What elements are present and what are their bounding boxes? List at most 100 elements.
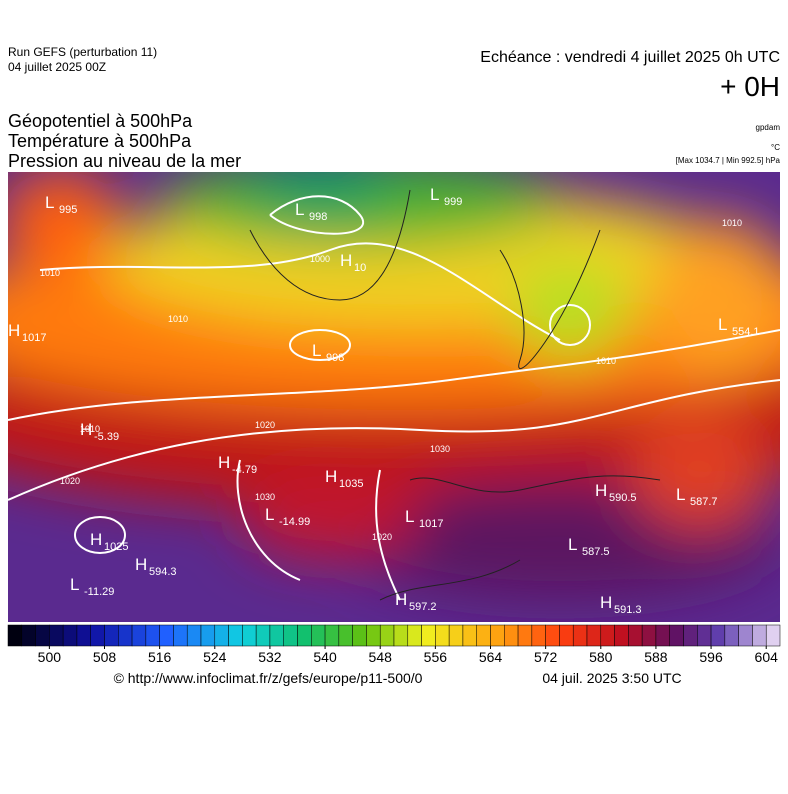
swatch	[283, 624, 298, 647]
swatch	[393, 624, 409, 647]
center-value: 590.5	[609, 492, 637, 504]
swatch	[628, 624, 643, 647]
swatch	[21, 624, 36, 647]
center-value: 995	[59, 204, 77, 216]
swatch	[76, 624, 91, 647]
center-kind: H	[218, 453, 230, 472]
isobar-label: 1010	[596, 356, 616, 366]
swatch	[448, 624, 464, 647]
forecast: Echéance : vendredi 4 juillet 2025 0h UT…	[480, 49, 780, 66]
swatch	[710, 624, 726, 647]
title: Température à 500hPa	[8, 131, 192, 151]
center-kind: L	[312, 341, 321, 360]
isobar-label: 1000	[310, 254, 330, 264]
swatch	[614, 624, 629, 647]
swatch	[490, 624, 505, 647]
center-value: -11.29	[84, 586, 114, 598]
center-value: 1025	[104, 541, 128, 553]
issued: 04 juil. 2025 3:50 UTC	[542, 670, 681, 686]
offset: + 0H	[720, 71, 780, 102]
swatch	[476, 624, 491, 647]
tick-label: 556	[424, 649, 448, 665]
center-kind: L	[295, 200, 304, 219]
swatch	[214, 624, 229, 647]
swatch	[297, 624, 312, 647]
title: Pression au niveau de la mer	[8, 151, 241, 171]
colorbar: 500 508 516 524 532 540 548 556 564 572 580 588 596 6…	[7, 624, 781, 665]
unit: °C	[771, 143, 780, 152]
swatch	[421, 624, 436, 647]
isobar-label: 1020	[255, 420, 275, 430]
swatch	[35, 624, 50, 647]
unit: [Max 1034.7 | Min 992.5] hPa	[676, 156, 781, 165]
swatch	[255, 624, 271, 647]
swatch	[90, 624, 105, 647]
swatch	[655, 624, 670, 647]
center-value: 1017	[419, 518, 443, 530]
title: Géopotentiel à 500hPa	[8, 111, 193, 131]
swatch	[311, 624, 326, 647]
swatch	[586, 624, 602, 647]
center-value: 554.1	[732, 326, 760, 338]
tick-label: 508	[93, 649, 117, 665]
run-date: 04 juillet 2025 00Z	[8, 60, 106, 74]
swatch	[200, 624, 216, 647]
center-kind: L	[405, 507, 414, 526]
tick-label: 516	[148, 649, 172, 665]
tick-label: 580	[589, 649, 613, 665]
swatch	[104, 624, 119, 647]
swatch	[600, 624, 615, 647]
center-value: 591.3	[614, 604, 642, 616]
center-value: 587.7	[690, 496, 718, 508]
source: © http://www.infoclimat.fr/z/gefs/europe…	[114, 670, 423, 686]
swatch	[435, 624, 450, 647]
swatch	[545, 624, 560, 647]
isobar-label: 1010	[40, 268, 60, 278]
swatch	[228, 624, 243, 647]
tick-label: 500	[38, 649, 62, 665]
tick-label: 524	[203, 649, 227, 665]
tick-label: 548	[369, 649, 393, 665]
center-value: 587.5	[582, 546, 610, 558]
swatch	[242, 624, 257, 647]
swatch	[269, 624, 284, 647]
swatch	[572, 624, 588, 647]
swatch	[49, 624, 64, 647]
isobar-label: 1010	[80, 424, 100, 434]
center-kind: H	[325, 467, 337, 486]
isobar-label: 1030	[430, 444, 450, 454]
tick-label: 564	[479, 649, 503, 665]
isobar-label: 1010	[168, 314, 188, 324]
center-kind: L	[70, 575, 79, 594]
swatch	[738, 624, 753, 647]
swatch	[531, 624, 546, 647]
center-kind: L	[568, 535, 577, 554]
center-value: 1035	[339, 478, 363, 490]
isobar-label: 1020	[60, 476, 80, 486]
swatch	[641, 624, 657, 647]
swatch	[145, 624, 160, 647]
center-kind: H	[395, 590, 407, 609]
swatch	[765, 624, 781, 647]
tick-label: 596	[699, 649, 723, 665]
center-kind: H	[135, 555, 147, 574]
center-kind: L	[676, 485, 685, 504]
swatch	[752, 624, 767, 647]
center-value: 999	[444, 196, 462, 208]
swatch	[379, 624, 395, 647]
tick-label: 604	[755, 649, 779, 665]
swatch	[62, 624, 78, 647]
swatch	[118, 624, 133, 647]
swatch	[338, 624, 353, 647]
center-value: 1017	[22, 332, 46, 344]
center-kind: H	[600, 593, 612, 612]
center-value: 10	[354, 262, 366, 274]
center-kind: H	[90, 530, 102, 549]
center-kind: L	[265, 505, 274, 524]
swatch	[517, 624, 533, 647]
swatch	[462, 624, 477, 647]
tick-label: 540	[313, 649, 337, 665]
swatch	[131, 624, 147, 647]
swatch	[683, 624, 698, 647]
